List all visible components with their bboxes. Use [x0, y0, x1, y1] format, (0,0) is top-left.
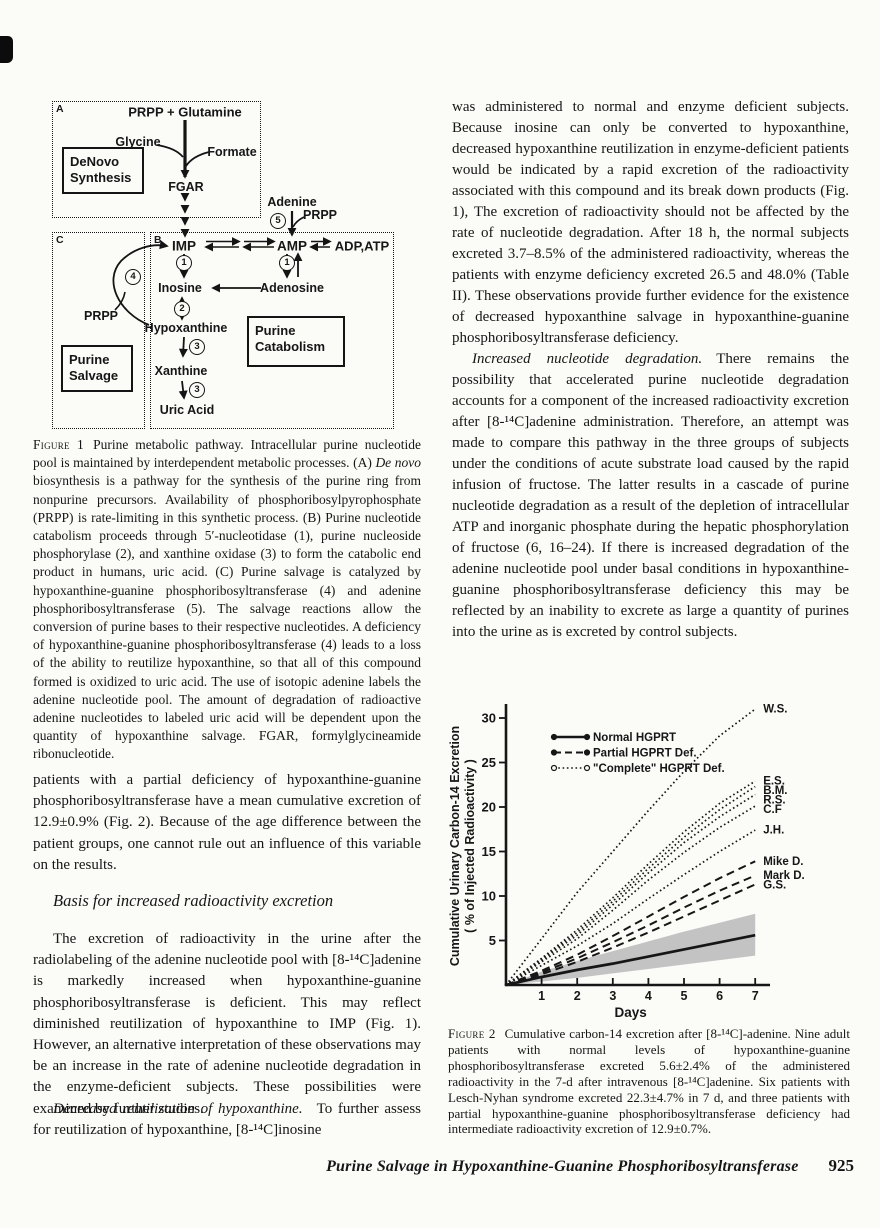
enzyme-badge-5: 5 [270, 213, 286, 229]
svg-text:W.S.: W.S. [763, 704, 787, 716]
node-hypoxanthine: Hypoxanthine [144, 321, 228, 335]
left-column-paragraph-1: patients with a partial deficiency of hy… [33, 772, 421, 873]
node-inosine: Inosine [158, 281, 202, 295]
left-column-paragraph-2: The excretion of radioactivity in the ur… [33, 931, 421, 1117]
right-column: was administered to normal and enzyme de… [452, 97, 849, 643]
node-prpp-left: PRPP [83, 309, 119, 323]
node-imp: IMP [171, 238, 197, 254]
enzyme-badge-3: 3 [189, 382, 205, 398]
page-number: 925 [828, 1156, 855, 1175]
node-glycine: Glycine [115, 135, 161, 149]
figure1-caption-label: Figure 1 [33, 437, 85, 452]
svg-text:20: 20 [482, 800, 496, 815]
svg-text:Normal HGPRT: Normal HGPRT [593, 732, 676, 744]
node-prpp-top: PRPP [302, 208, 338, 222]
figure2-caption-label: Figure 2 [448, 1026, 496, 1041]
panel-c-salvage-region [52, 232, 145, 429]
paragraph-lead-italic: Increased nucleotide degradation. [472, 351, 703, 367]
node-formate: Formate [207, 145, 257, 159]
figure1-caption-text: Purine metabolic pathway. Intracellular … [33, 437, 422, 762]
svg-text:2: 2 [574, 989, 581, 1003]
svg-text:Mike D.: Mike D. [763, 856, 803, 868]
svg-text:5: 5 [681, 989, 688, 1003]
running-title: Purine Salvage in Hypoxanthine-Guanine P… [326, 1158, 799, 1175]
panel-b-catabolism-region [150, 232, 394, 429]
purine-catabolism-label-box: Purine Catabolism [247, 316, 345, 367]
figure1-caption: Figure 1 Purine metabolic pathway. Intrac… [33, 436, 421, 764]
svg-text:5: 5 [489, 933, 496, 948]
svg-text:25: 25 [482, 755, 496, 770]
paragraph-lead-italic: Decreased reutilization of hypoxanthine. [53, 1101, 303, 1117]
panel-letter-c: C [56, 234, 64, 246]
enzyme-badge-4: 4 [125, 269, 141, 285]
panel-letter-a: A [56, 103, 64, 115]
figure1-pathway-diagram: A B C DeNovo Synthesis Purine Salvage Pu… [45, 95, 420, 430]
scan-artifact [0, 36, 13, 63]
svg-text:"Complete" HGPRT Def.: "Complete" HGPRT Def. [593, 763, 725, 775]
svg-text:E.S.: E.S. [763, 776, 785, 788]
salvage-line1: Purine [69, 352, 110, 367]
catabolism-line2: Catabolism [255, 338, 326, 354]
svg-text:15: 15 [482, 844, 496, 859]
right-column-paragraph-2: Increased nucleotide degradation. There r… [452, 349, 849, 643]
enzyme-badge-2: 2 [174, 301, 190, 317]
svg-text:7: 7 [752, 989, 759, 1003]
enzyme-badge-1: 1 [279, 255, 295, 271]
node-xanthine: Xanthine [154, 364, 208, 378]
svg-text:J.H.: J.H. [763, 825, 784, 837]
denovo-line2: Synthesis [70, 169, 132, 185]
svg-text:1: 1 [538, 989, 545, 1003]
figure2-caption: Figure 2 Cumulative carbon-14 excretion a… [448, 1026, 850, 1137]
node-amp: AMP [277, 238, 307, 254]
left-column-paragraph-3: Decreased reutilization of hypoxanthine.… [33, 1099, 421, 1141]
svg-text:B.M.: B.M. [763, 785, 787, 797]
svg-text:Partial HGPRT Def.: Partial HGPRT Def. [593, 748, 697, 760]
node-uric-acid: Uric Acid [159, 403, 215, 417]
svg-text:Cumulative Urinary Carbon-14 E: Cumulative Urinary Carbon-14 Excretion [448, 726, 462, 966]
enzyme-badge-3: 3 [189, 339, 205, 355]
figure2-caption-text: Cumulative carbon-14 excretion after [8-… [448, 1026, 850, 1137]
carbon14-excretion-chart: 5 10 15 20 25 30 1 2 3 4 5 6 7 Days Cumulative Urinary… [448, 704, 805, 1020]
svg-text:4: 4 [645, 989, 652, 1003]
paragraph-rest: To further assess for reutilization of h… [33, 1101, 421, 1139]
node-fgar: FGAR [168, 180, 204, 194]
figure2-line-chart: 5 10 15 20 25 30 1 2 3 4 5 6 7 Days Cumulative Urinary… [448, 688, 863, 1033]
svg-text:( % of Injected Radioactivity: ( % of Injected Radioactivity ) [463, 759, 477, 933]
paragraph-rest: There remains the possibility that accel… [452, 351, 849, 640]
svg-text:3: 3 [609, 989, 616, 1003]
salvage-line2: Salvage [69, 367, 119, 383]
purine-salvage-label-box: Purine Salvage [61, 345, 133, 392]
svg-text:Days: Days [614, 1005, 646, 1020]
node-prpp-glutamine: PRPP + Glutamine [128, 104, 242, 120]
page-footer: Purine Salvage in Hypoxanthine-Guanine P… [326, 1156, 854, 1176]
pathway-arrow-layer [112, 120, 332, 400]
panel-letter-b: B [154, 234, 162, 246]
svg-text:Mark D.: Mark D. [763, 870, 805, 882]
svg-text:R.S.: R.S. [763, 795, 785, 807]
catabolism-line1: Purine [255, 323, 296, 338]
denovo-synthesis-label-box: DeNovo Synthesis [62, 147, 144, 194]
enzyme-badge-1: 1 [176, 255, 192, 271]
svg-text:30: 30 [482, 711, 496, 726]
svg-text:G.S.: G.S. [763, 880, 786, 892]
node-adp-atp: ADP,ATP [334, 238, 390, 254]
svg-text:C.F: C.F [763, 804, 782, 816]
node-adenine: Adenine [267, 195, 317, 209]
svg-text:10: 10 [482, 889, 496, 904]
section-heading: Basis for increased radioactivity excret… [53, 891, 334, 910]
right-column-paragraph-1: was administered to normal and enzyme de… [452, 99, 849, 346]
svg-text:6: 6 [716, 989, 723, 1003]
node-adenosine: Adenosine [260, 281, 324, 295]
denovo-line1: DeNovo [70, 154, 120, 169]
panel-a-denovo-region [52, 101, 261, 218]
